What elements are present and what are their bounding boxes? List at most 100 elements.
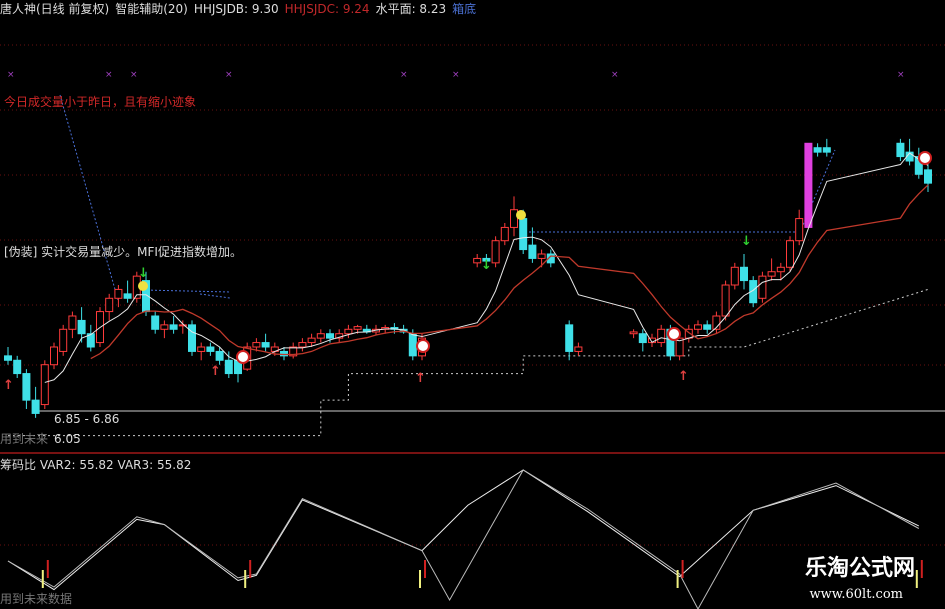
level-value: 水平面: 8.23 bbox=[375, 2, 447, 16]
candle-body bbox=[252, 342, 261, 348]
candle-body bbox=[40, 364, 49, 406]
red-up-arrow-icon: ↑ bbox=[415, 371, 426, 386]
candle-body bbox=[482, 257, 491, 262]
range-label: 6.85 - 6.86 bbox=[54, 412, 120, 426]
candle-body bbox=[353, 326, 362, 330]
indicator-line-var3 bbox=[7, 469, 920, 609]
candle-body bbox=[123, 293, 132, 299]
indicator-line-var2 bbox=[7, 469, 920, 591]
sell-marker-icon bbox=[416, 339, 430, 353]
candle-body bbox=[712, 315, 721, 330]
yellow-dot-marker bbox=[138, 281, 148, 291]
watermark-url: www.60lt.com bbox=[809, 587, 903, 602]
candle-body bbox=[114, 288, 123, 299]
candle-body bbox=[105, 297, 114, 313]
chart-header: 唐人神(日线 前复权) 智能辅助(20) HHJSJDB: 9.30 HHJSJDC:… bbox=[0, 2, 482, 16]
guide-line bbox=[59, 94, 119, 301]
price-low-label: 6.05 bbox=[54, 432, 81, 446]
candle-body bbox=[491, 240, 500, 264]
candle-body bbox=[546, 253, 555, 264]
var2-value: VAR2: 55.82 bbox=[39, 458, 114, 472]
candle-body bbox=[924, 169, 932, 184]
candle-body bbox=[206, 346, 215, 352]
candle-body bbox=[776, 266, 785, 273]
green-down-arrow-icon: ↓ bbox=[138, 266, 149, 281]
x-mark: × bbox=[400, 70, 408, 80]
volume-note: 今日成交量小于昨日，且有缩小迹象 bbox=[4, 95, 197, 109]
candle-body bbox=[289, 346, 298, 357]
signal-bar-red bbox=[424, 560, 426, 578]
support-line bbox=[8, 288, 929, 437]
guide-line bbox=[199, 293, 231, 299]
candle-body bbox=[813, 147, 822, 153]
candle-body bbox=[316, 333, 325, 339]
candle-body bbox=[22, 373, 31, 401]
candle-body bbox=[59, 328, 68, 352]
candle-body bbox=[261, 342, 270, 348]
yellow-dot-marker bbox=[516, 210, 526, 220]
lower-title: 筹码比 bbox=[0, 458, 37, 472]
candle-body bbox=[721, 284, 730, 317]
stock-title: 唐人神(日线 前复权) bbox=[0, 2, 110, 16]
red-up-arrow-icon: ↑ bbox=[210, 364, 221, 379]
candle-body bbox=[519, 218, 528, 251]
candle-body bbox=[528, 244, 537, 259]
green-down-arrow-icon: ↓ bbox=[741, 234, 752, 249]
candle-body bbox=[730, 266, 739, 286]
x-mark: × bbox=[897, 70, 905, 80]
candle-body bbox=[280, 350, 288, 357]
candle-body bbox=[574, 346, 583, 352]
sell-marker-icon bbox=[667, 327, 681, 341]
red-up-arrow-icon: ↑ bbox=[3, 378, 14, 393]
signal-bar-yellow bbox=[244, 570, 247, 588]
sell-marker-icon bbox=[918, 151, 932, 165]
candle-body bbox=[703, 324, 712, 330]
candle-body bbox=[795, 218, 804, 242]
candle-body bbox=[473, 257, 482, 264]
candle-body bbox=[188, 324, 196, 352]
candle-body bbox=[224, 359, 233, 375]
red-up-arrow-icon: ↑ bbox=[678, 369, 689, 384]
green-down-arrow-icon: ↓ bbox=[481, 258, 492, 273]
candle-body bbox=[896, 142, 905, 158]
candle-body bbox=[804, 142, 813, 228]
ma5-line bbox=[44, 152, 929, 383]
candle-body bbox=[13, 359, 22, 375]
sell-marker-icon bbox=[236, 350, 250, 364]
x-mark: × bbox=[7, 70, 15, 80]
signal-bar-red bbox=[249, 560, 252, 578]
candle-body bbox=[638, 333, 647, 344]
signal-bar-yellow bbox=[419, 570, 421, 588]
fake-note: [伪装] 实计交易量减少。MFI促进指数增加。 bbox=[4, 245, 242, 259]
x-mark: × bbox=[225, 70, 233, 80]
signal-bar-yellow bbox=[41, 570, 44, 588]
candle-body bbox=[565, 324, 574, 352]
candle-body bbox=[786, 240, 794, 268]
var3-value: VAR3: 55.82 bbox=[117, 458, 192, 472]
candle-body bbox=[160, 324, 169, 330]
indicator-name: 智能辅助(20) bbox=[115, 2, 188, 16]
candle-body bbox=[905, 151, 914, 162]
candle-body bbox=[758, 275, 767, 299]
candle-body bbox=[510, 209, 518, 228]
candle-body bbox=[500, 226, 509, 242]
candle-body bbox=[77, 319, 86, 335]
signal-bar-yellow bbox=[676, 570, 679, 588]
candle-body bbox=[326, 333, 334, 339]
x-mark: × bbox=[130, 70, 138, 80]
candle-body bbox=[68, 315, 77, 330]
candle-body bbox=[31, 399, 40, 414]
candle-body bbox=[4, 355, 12, 361]
hhjsjdc-value: HHJSJDC: 9.24 bbox=[284, 2, 370, 16]
hhjsjdb-value: HHJSJDB: 9.30 bbox=[193, 2, 279, 16]
x-mark: × bbox=[611, 70, 619, 80]
candle-body bbox=[86, 333, 95, 348]
ma10-line bbox=[90, 184, 929, 360]
candle-body bbox=[344, 328, 353, 335]
candle-body bbox=[169, 324, 178, 330]
candle-body bbox=[822, 147, 831, 153]
candle-body bbox=[740, 266, 748, 282]
candle-body bbox=[749, 280, 758, 304]
candle-body bbox=[298, 342, 307, 348]
